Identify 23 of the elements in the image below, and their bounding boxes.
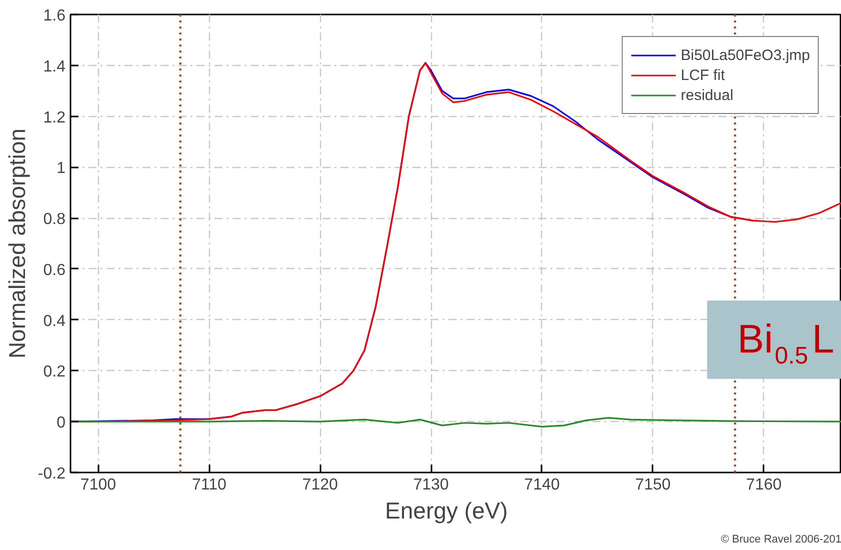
y-tick-label: 1.2: [43, 109, 66, 126]
x-tick-label: 7130: [413, 476, 449, 494]
y-tick-label: 1.4: [43, 58, 66, 76]
legend-label: LCF fit: [680, 66, 725, 84]
y-tick-label: 0: [56, 414, 66, 432]
legend-label: Bi50La50FeO3.jmp: [680, 46, 810, 64]
y-axis-title: Normalized absorption: [4, 128, 30, 359]
y-tick-label: 1.6: [43, 8, 66, 24]
y-tick-label: 0.8: [43, 211, 66, 228]
y-tick-label: -0.2: [38, 466, 66, 482]
x-tick-label: 7110: [192, 476, 226, 494]
x-tick-label: 7150: [635, 476, 671, 494]
x-tick-label: 7120: [302, 476, 338, 494]
x-tick-label: 7140: [524, 476, 560, 494]
legend-label: residual: [680, 86, 734, 104]
x-axis-title: Energy (eV): [385, 498, 508, 524]
x-tick-label: 7100: [80, 476, 116, 494]
y-tick-label: 0.2: [43, 364, 66, 381]
x-tick-label: 7160: [746, 476, 782, 494]
y-tick-label: 0.4: [43, 312, 66, 330]
y-tick-label: 1: [56, 160, 66, 178]
y-tick-label: 0.6: [43, 262, 66, 279]
text: © Bruce Ravel 2006-201: [720, 534, 841, 546]
